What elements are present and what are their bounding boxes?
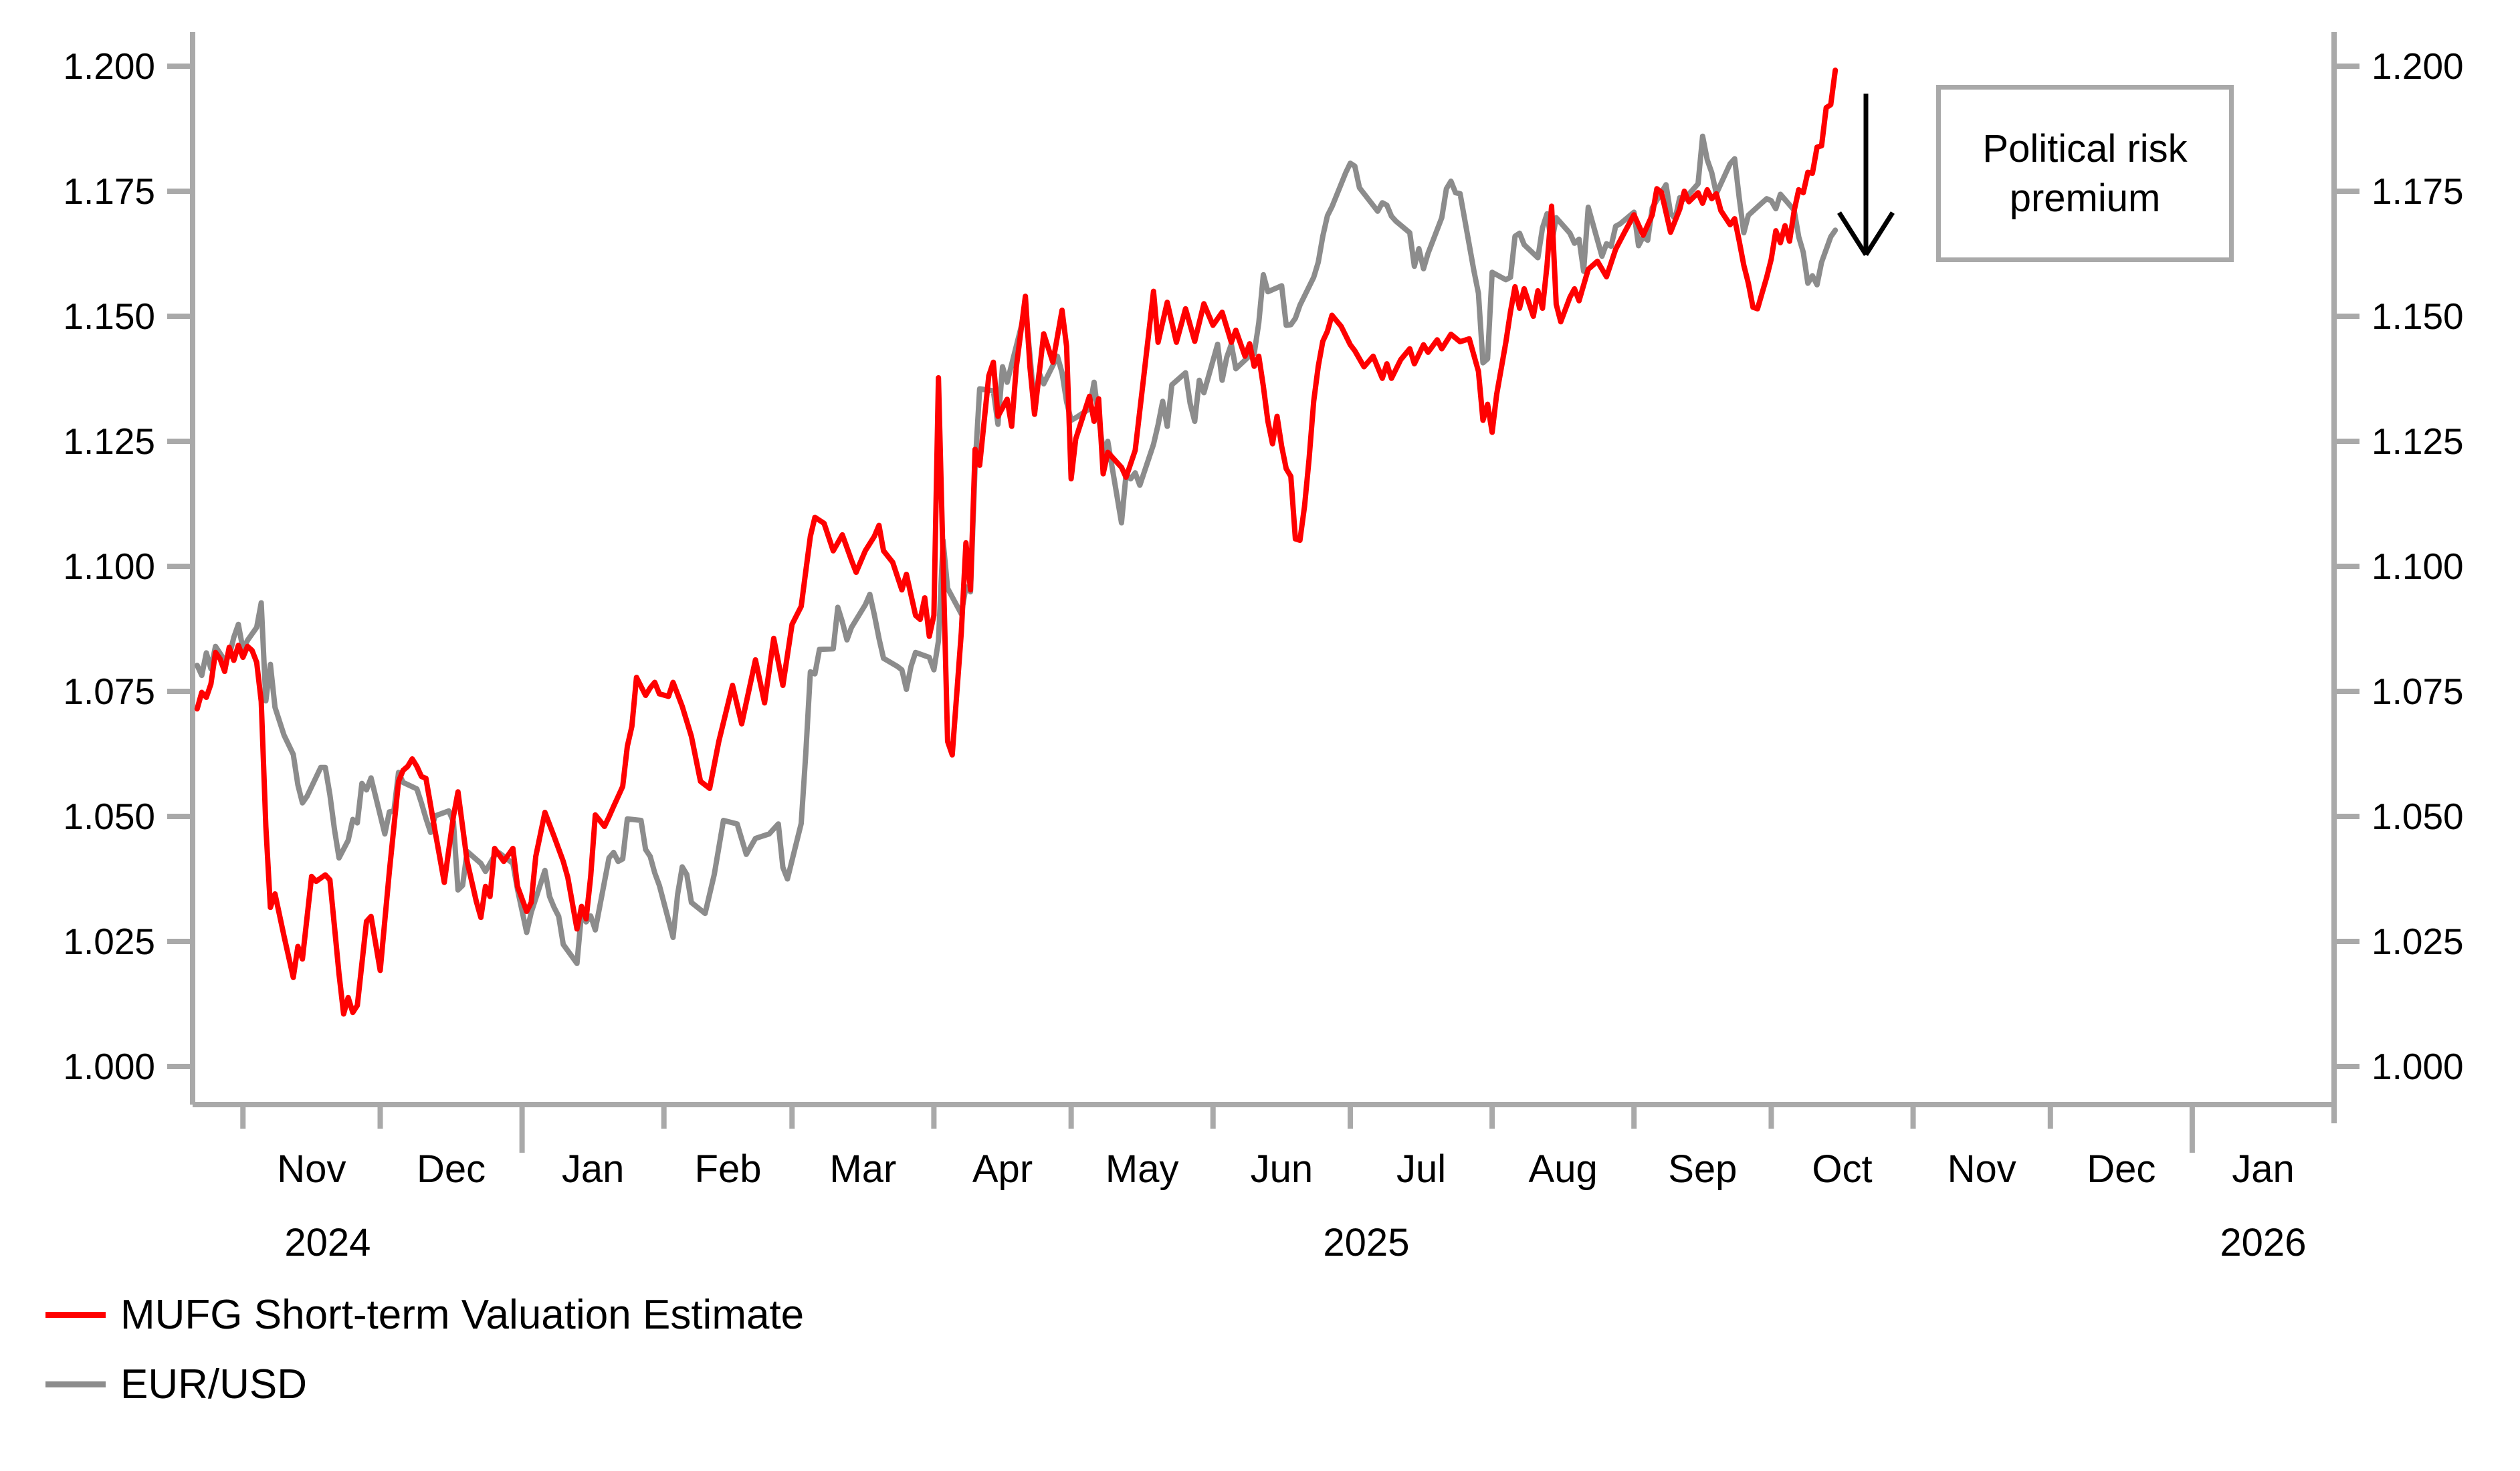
y-tick-label-right: 1.200 [2372, 45, 2464, 87]
mufg-stve-line [194, 68, 1839, 1017]
y-tick-label-left: 1.050 [63, 796, 155, 837]
x-month-label: Jul [1396, 1147, 1446, 1191]
y-tick-label-left: 1.000 [63, 1046, 155, 1087]
y-tick-label-right: 1.125 [2372, 421, 2464, 462]
legend-item-mufg-stve: MUFG Short-term Valuation Estimate [45, 1289, 804, 1340]
x-month-label: Jan [562, 1147, 625, 1191]
x-month-label: Jun [1251, 1147, 1314, 1191]
arrow-head-right [1864, 211, 1895, 256]
x-month-label: Dec [417, 1147, 486, 1191]
legend-label-eurusd: EUR/USD [120, 1361, 308, 1407]
x-month-label: Nov [1948, 1147, 2016, 1191]
x-month-label: Sep [1668, 1147, 1737, 1191]
axes: 1.000 1.000 1.025 1.025 1.050 1.050 1.075 1.075… [63, 32, 2464, 1264]
legend-label-mufg-stve: MUFG Short-term Valuation Estimate [120, 1291, 805, 1338]
y-tick-label-left: 1.200 [63, 45, 155, 87]
annotation-line-1: Political risk [1982, 126, 2188, 171]
down-arrow-annotation [1837, 94, 1895, 256]
y-tick-label-right: 1.050 [2372, 796, 2464, 837]
y-tick-label-right: 1.175 [2372, 171, 2464, 212]
y-tick-label-right: 1.150 [2372, 296, 2464, 337]
y-tick-label-left: 1.175 [63, 171, 155, 212]
x-month-label: Nov [277, 1147, 346, 1191]
data-series [194, 68, 1839, 1017]
x-month-label: Aug [1529, 1147, 1598, 1191]
y-tick-label-right: 1.025 [2372, 921, 2464, 962]
legend-item-eurusd: EUR/USD [45, 1359, 804, 1409]
y-tick-label-left: 1.150 [63, 296, 155, 337]
x-month-label: May [1106, 1147, 1179, 1191]
political-risk-premium-box: Political risk premium [1936, 85, 2234, 262]
x-month-label: Feb [695, 1147, 762, 1191]
x-year-label: 2026 [2220, 1221, 2306, 1264]
y-tick-label-left: 1.075 [63, 671, 155, 712]
x-month-label: Jan [2232, 1147, 2295, 1191]
y-tick-label-left: 1.100 [63, 546, 155, 587]
arrow-head-left [1837, 211, 1868, 256]
x-month-label: Apr [972, 1147, 1033, 1191]
y-tick-label-right: 1.100 [2372, 546, 2464, 587]
y-tick-label-left: 1.025 [63, 921, 155, 962]
x-year-label: 2025 [1323, 1221, 1409, 1264]
x-month-label: Mar [829, 1147, 896, 1191]
annotation-line-2: premium [2009, 176, 2161, 220]
legend: MUFG Short-term Valuation Estimate EUR/U… [45, 1289, 804, 1428]
x-year-label: 2024 [284, 1221, 371, 1264]
y-tick-label-right: 1.075 [2372, 671, 2464, 712]
gray-line-swatch-icon [45, 1381, 106, 1387]
x-month-label: Dec [2087, 1147, 2156, 1191]
y-tick-label-right: 1.000 [2372, 1046, 2464, 1087]
y-tick-label-left: 1.125 [63, 421, 155, 462]
x-month-label: Oct [1812, 1147, 1872, 1191]
red-line-swatch-icon [45, 1311, 106, 1318]
eurusd-line [194, 133, 1839, 966]
